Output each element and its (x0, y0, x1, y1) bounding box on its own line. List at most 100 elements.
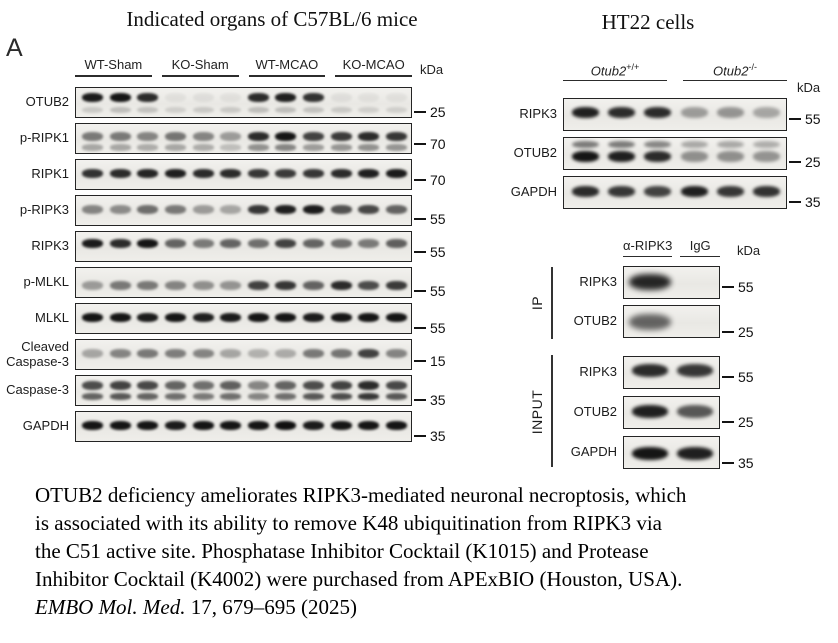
protein-band (302, 421, 324, 431)
kda-marker-dash (414, 326, 426, 329)
protein-band (571, 107, 599, 119)
protein-band (192, 204, 214, 214)
blot-box (563, 137, 787, 170)
kda-marker: 15 (414, 353, 460, 369)
kda-marker: 55 (414, 244, 460, 260)
kda-marker: 35 (789, 194, 835, 210)
protein-band (247, 281, 269, 291)
protein-band (385, 92, 407, 102)
protein-band (165, 348, 187, 358)
kda-marker-dash (414, 434, 426, 437)
protein-band (82, 169, 104, 179)
kda-marker-dash (722, 375, 734, 378)
protein-band (608, 150, 635, 162)
blot-box (623, 396, 720, 429)
protein-band (109, 204, 131, 214)
blot-row-label: OTUB2 (573, 404, 617, 420)
kda-marker-value: 55 (430, 243, 446, 260)
right-genotype-labels: Otub2+/+ Otub2-/- (563, 62, 787, 82)
blot-row-label: OTUB2 (513, 145, 557, 161)
protein-band (330, 348, 352, 358)
protein-band (571, 186, 599, 198)
protein-band (137, 281, 159, 291)
blot-box (75, 87, 412, 118)
protein-band (137, 204, 159, 214)
protein-band (220, 204, 242, 214)
journal-citation: EMBO Mol. Med. 17, 679–695 (2025) (35, 593, 825, 621)
blot-row: GAPDH 35 (488, 176, 835, 210)
protein-band (330, 239, 352, 249)
protein-band (192, 169, 214, 179)
protein-band (109, 131, 131, 141)
protein-band (165, 313, 187, 323)
protein-band (109, 313, 131, 323)
protein-band (192, 393, 214, 400)
kda-marker-dash (414, 398, 426, 401)
blot-row-label: RIPK1 (31, 166, 69, 182)
wildtype-superscript: +/+ (626, 62, 640, 72)
kda-marker: 35 (414, 392, 460, 408)
protein-band (385, 169, 407, 179)
protein-band (220, 380, 242, 390)
blot-box (75, 339, 412, 370)
protein-band (192, 107, 214, 114)
protein-band (82, 281, 104, 291)
protein-band (82, 92, 104, 102)
protein-band (192, 313, 214, 323)
blot-row: p-RIPK1 70 (0, 123, 460, 154)
protein-band (109, 92, 131, 102)
protein-band (220, 239, 242, 249)
blot-row-label: GAPDH (22, 418, 69, 434)
group-otub2-wildtype: Otub2+/+ (563, 62, 667, 82)
blot-row-label: p-RIPK3 (19, 202, 69, 218)
blot-row: RIPK3 55 (548, 266, 768, 299)
kda-marker-value: 55 (430, 319, 446, 336)
protein-band (358, 239, 380, 249)
protein-band (330, 169, 352, 179)
protein-band (109, 380, 131, 390)
protein-band (717, 150, 744, 162)
protein-band (677, 447, 714, 460)
protein-band (275, 107, 297, 114)
protein-band (165, 131, 187, 141)
left-panel-title: Indicated organs of C57BL/6 mice (126, 7, 418, 31)
kda-marker-value: 35 (738, 454, 754, 471)
input-bracket-line (551, 355, 553, 467)
blot-row-label: RIPK3 (579, 364, 617, 380)
protein-band (358, 92, 380, 102)
protein-band (302, 348, 324, 358)
blot-row: GAPDH 35 (548, 436, 768, 471)
protein-band (165, 144, 187, 151)
blot-row-label: GAPDH (510, 184, 557, 200)
protein-band (82, 313, 104, 323)
figure-caption: OTUB2 deficiency ameliorates RIPK3-media… (35, 481, 825, 621)
kda-marker: 25 (414, 104, 460, 120)
protein-band (358, 380, 380, 390)
protein-band (165, 169, 187, 179)
protein-band (680, 186, 708, 198)
kda-marker-value: 55 (738, 368, 754, 385)
kda-marker-dash (414, 359, 426, 362)
blot-row: Caspase-3 35 (0, 375, 460, 408)
protein-band (302, 393, 324, 400)
protein-band (608, 140, 635, 149)
protein-band (385, 348, 407, 358)
igg-column-label: IgG (680, 238, 720, 257)
blot-row-label: OTUB2 (573, 313, 617, 329)
protein-band (247, 204, 269, 214)
protein-band (644, 150, 672, 162)
kda-marker-value: 35 (430, 427, 446, 444)
protein-band (302, 169, 324, 179)
protein-band (275, 281, 297, 291)
right-panel-title: HT22 cells (601, 10, 695, 34)
blot-row-label: p-MLKL (23, 274, 69, 290)
protein-band (302, 131, 324, 141)
protein-band (385, 131, 407, 141)
protein-band (275, 169, 297, 179)
protein-band (247, 144, 269, 151)
kda-marker: 35 (722, 455, 768, 471)
blot-box (75, 123, 412, 154)
protein-band (247, 169, 269, 179)
protein-band (82, 348, 104, 358)
